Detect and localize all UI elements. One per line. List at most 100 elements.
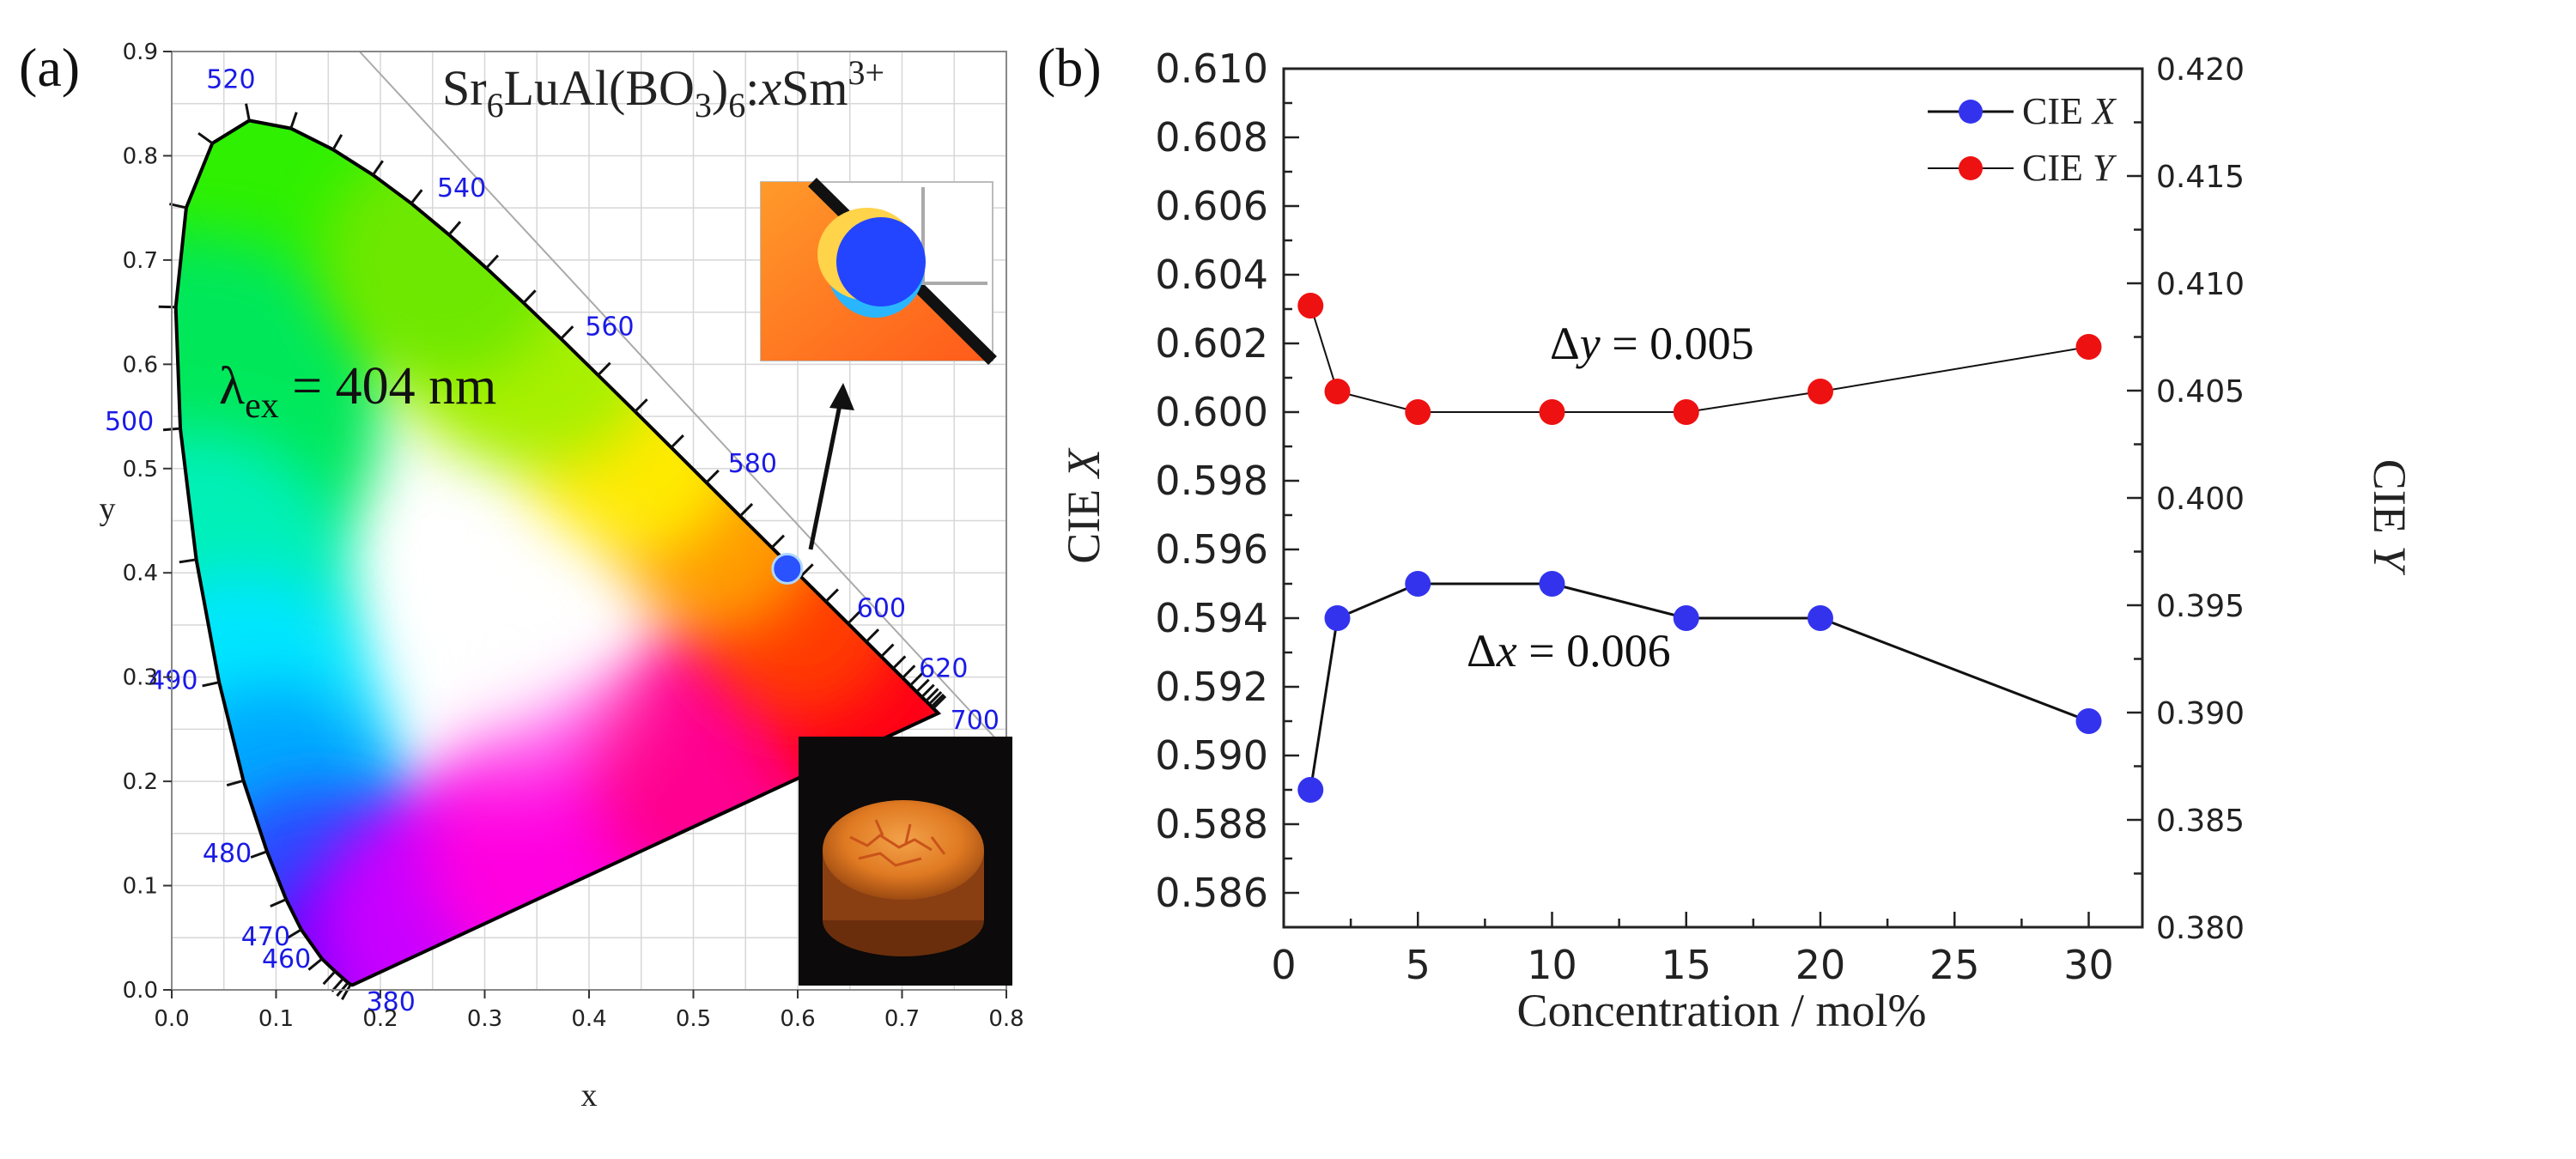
locus-tick: [307, 957, 323, 971]
x-tick-label: 30: [2063, 942, 2114, 988]
series-line-x: [1309, 582, 2090, 791]
x-tick-label: 0.1: [258, 1006, 294, 1032]
x-tick-label: 0.4: [571, 1006, 606, 1032]
locus-tick: [285, 928, 302, 940]
spectral-locus-ticks: [158, 103, 947, 1000]
y2-tick-label: 0.410: [2156, 267, 2245, 302]
sample-photo: [799, 737, 1012, 986]
white-point-glow: [393, 534, 617, 758]
series-point-x: [1807, 605, 1833, 631]
y-tick-label: 0.2: [123, 769, 158, 795]
y-tick-label: 0.8: [123, 143, 158, 169]
wavelength-label-560: 560: [585, 313, 634, 343]
inset-point: [836, 217, 926, 306]
locus-tick: [932, 695, 947, 710]
locus-tick: [880, 643, 895, 658]
y-tick-label: 0.598: [1155, 458, 1268, 504]
locus-tick: [670, 434, 684, 449]
series-point-x: [2075, 708, 2102, 734]
x-tick-label: 0.2: [362, 1006, 398, 1032]
wavelength-label-490: 490: [149, 666, 197, 696]
locus-tick: [925, 688, 939, 702]
locus-tick: [634, 398, 648, 413]
zoom-inset: [760, 178, 997, 365]
callout-arrow-line: [808, 387, 846, 550]
panel-b-label: (b): [1037, 37, 1102, 98]
locus-tick: [799, 563, 814, 578]
delta-x-annotation: Δx = 0.006: [1467, 625, 1671, 677]
series-point-y: [1539, 399, 1565, 425]
x-tick-label: 0.5: [676, 1006, 711, 1032]
locus-tick: [847, 610, 861, 625]
panel-b-series: [1297, 293, 2102, 803]
x-tick-label: 15: [1661, 942, 1711, 988]
series-point-y: [1405, 399, 1431, 425]
wavelength-label-460: 460: [262, 944, 311, 974]
x-tick-label: 5: [1406, 942, 1431, 988]
y-tick-label: 0.4: [123, 561, 158, 586]
y-tick-label: 0.594: [1155, 595, 1268, 641]
x-tick-label: 0.3: [467, 1006, 502, 1032]
locus-tick: [179, 558, 197, 564]
locus-tick: [372, 160, 384, 176]
locus-tick: [902, 664, 916, 679]
y-tick-label: 0.606: [1155, 183, 1268, 229]
locus-tick: [597, 361, 611, 377]
y-tick-label: 0.7: [123, 248, 158, 274]
series-point-y: [1807, 379, 1833, 404]
series-point-y: [1673, 399, 1699, 425]
legend-label-y: CIE Y: [2022, 147, 2117, 189]
y-tick-label: 0.592: [1155, 664, 1268, 710]
y-tick-label: 0.602: [1155, 320, 1268, 367]
legend-marker-x: [1959, 100, 1983, 124]
y-tick-label: 0.590: [1155, 732, 1268, 779]
x-tick-label: 25: [1929, 942, 1980, 988]
y-tick-label: 0.600: [1155, 389, 1268, 435]
y-tick-label: 0.610: [1155, 46, 1268, 92]
series-point-x: [1297, 777, 1324, 803]
locus-tick: [909, 672, 924, 687]
y2-tick-label: 0.400: [2156, 482, 2245, 517]
series-point-y: [1324, 379, 1351, 404]
locus-tick: [738, 502, 754, 518]
wavelength-label-480: 480: [203, 839, 252, 869]
locus-tick: [197, 131, 214, 145]
panel-b-ylabel: CIE X: [1058, 447, 1109, 564]
wavelength-label-600: 600: [857, 594, 906, 624]
y2-tick-label: 0.395: [2156, 589, 2245, 624]
locus-tick: [158, 305, 176, 309]
wavelength-label-500: 500: [105, 407, 154, 437]
y2-tick-label: 0.390: [2156, 696, 2245, 731]
spectral-locus-outline: [173, 118, 942, 987]
panel-a-ylabel: y: [100, 491, 116, 527]
locus-tick: [824, 588, 839, 603]
series-point-x: [1405, 571, 1431, 597]
locus-tick: [705, 469, 720, 484]
panel-a-xlabel: x: [581, 1077, 598, 1113]
locus-tick: [289, 112, 298, 130]
legend-marker-y: [1959, 156, 1983, 180]
panel-b: (b) 0 5 10 15 20 25 30 0.586 0.588 0.590 0.592 0.59…: [1037, 37, 2415, 1036]
locus-tick: [920, 683, 935, 698]
panel-b-axis-ticks: 0 5 10 15 20 25 30 0.586 0.588 0.590 0.592 0.594 0.5…: [1155, 46, 2245, 988]
y-tick-label: 0.596: [1155, 526, 1268, 573]
y-tick-label: 0.5: [123, 457, 158, 482]
excitation-label: λex = 404 nm: [219, 357, 496, 426]
y-tick-label: 0.608: [1155, 114, 1268, 161]
x-tick-label: 0.7: [884, 1006, 920, 1032]
y2-tick-label: 0.380: [2156, 911, 2245, 946]
wavelength-label-620: 620: [919, 654, 968, 684]
locus-tick: [245, 103, 251, 121]
y-tick-label: 0.604: [1155, 252, 1268, 298]
locus-tick: [250, 850, 268, 859]
locus-tick: [865, 628, 880, 643]
locus-tick: [928, 691, 943, 706]
panel-a-label: (a): [19, 37, 80, 98]
y2-tick-label: 0.385: [2156, 804, 2245, 839]
locus-tick: [447, 221, 462, 236]
y-tick-label: 0.9: [123, 39, 158, 65]
series-point-y: [2075, 334, 2102, 360]
panel-b-xlabel: Concentration / mol%: [1517, 985, 1927, 1036]
y-tick-label: 0.588: [1155, 801, 1268, 847]
